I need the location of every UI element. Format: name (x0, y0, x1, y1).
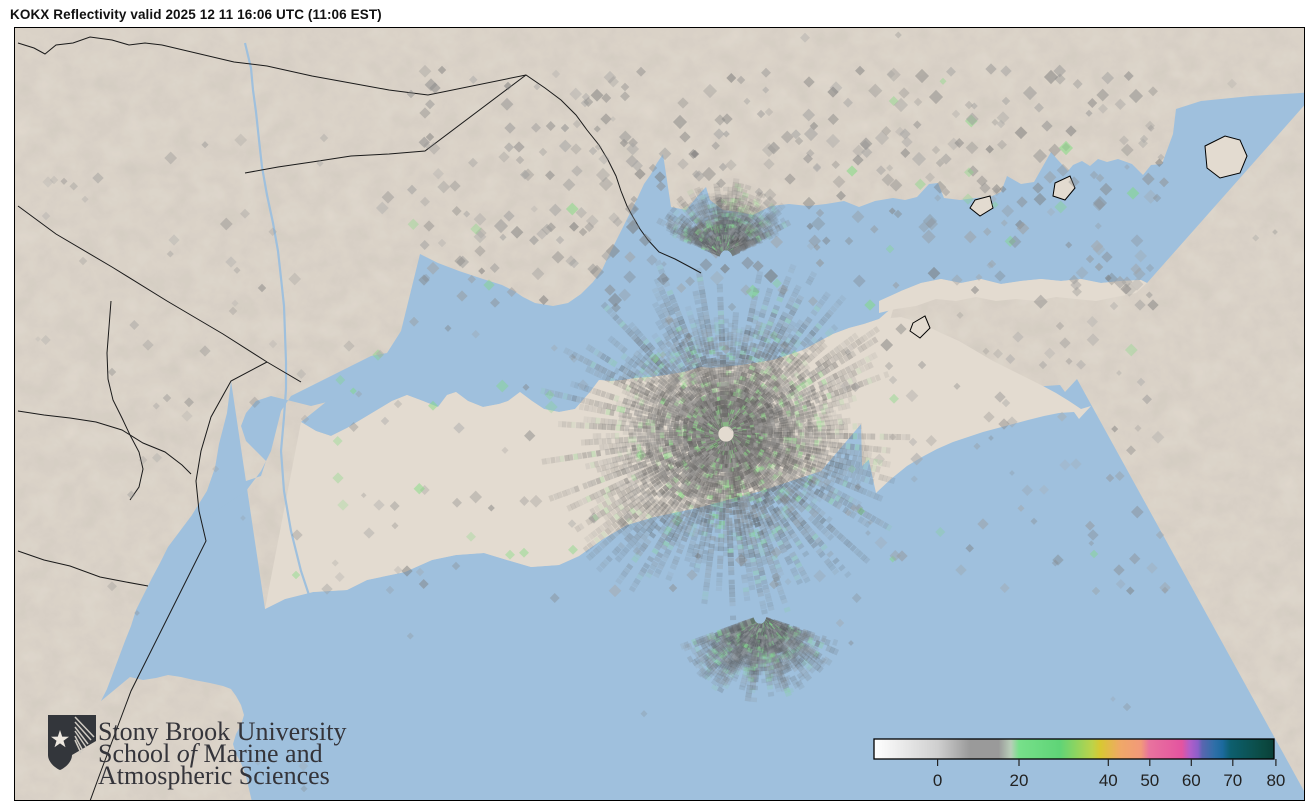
svg-text:Atmospheric Sciences: Atmospheric Sciences (98, 761, 330, 790)
svg-text:70: 70 (1223, 771, 1242, 790)
svg-text:40: 40 (1099, 771, 1118, 790)
svg-text:80: 80 (1266, 771, 1285, 790)
svg-text:0: 0 (933, 771, 942, 790)
svg-text:20: 20 (1010, 771, 1029, 790)
svg-text:60: 60 (1182, 771, 1201, 790)
svg-text:50: 50 (1140, 771, 1159, 790)
